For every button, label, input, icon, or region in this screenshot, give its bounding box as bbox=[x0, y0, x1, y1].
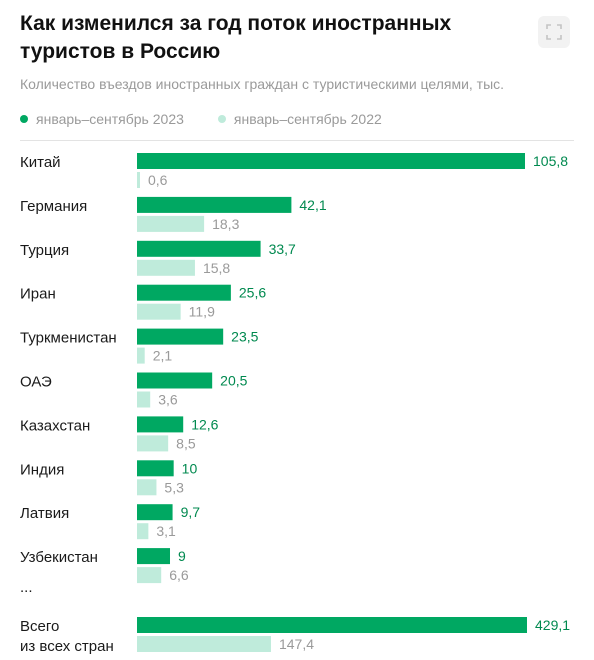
data-label: 42,1 bbox=[299, 197, 326, 213]
expand-button[interactable] bbox=[538, 16, 570, 48]
category-label: Турция bbox=[20, 242, 69, 259]
total-data-label: 429,1 bbox=[535, 617, 570, 633]
data-label: 3,6 bbox=[158, 392, 178, 408]
category-label: Китай bbox=[20, 154, 61, 171]
data-label: 0,6 bbox=[148, 172, 168, 188]
chart-title: Как изменился за год поток иностранных т… bbox=[20, 12, 452, 63]
legend-item-2022: январь–сентябрь 2022 bbox=[217, 111, 382, 127]
legend-dot-2022 bbox=[217, 115, 226, 123]
bar bbox=[137, 460, 174, 477]
data-label: 18,3 bbox=[212, 216, 239, 232]
total-data-label: 147,4 bbox=[279, 636, 314, 652]
bar bbox=[137, 372, 213, 389]
data-label: 105,8 bbox=[533, 153, 568, 169]
bar bbox=[137, 153, 525, 169]
data-label: 11,9 bbox=[189, 304, 215, 320]
data-label: 3,1 bbox=[156, 523, 176, 539]
category-label: Казахстан bbox=[20, 417, 90, 434]
bar bbox=[137, 479, 157, 496]
bar bbox=[137, 567, 162, 584]
data-label: 2,1 bbox=[153, 348, 173, 364]
category-label: ОАЭ bbox=[20, 374, 52, 391]
total-label: из всех стран bbox=[20, 638, 114, 655]
data-label: 23,5 bbox=[231, 329, 258, 345]
chart-legend: январь–сентябрь 2023 январь–сентябрь 202… bbox=[20, 111, 382, 127]
more-countries-ellipsis: ... bbox=[20, 579, 33, 596]
bar bbox=[137, 196, 292, 213]
bar bbox=[137, 548, 171, 565]
bar bbox=[137, 215, 205, 232]
bar bbox=[137, 328, 224, 345]
category-label: Латвия bbox=[20, 505, 69, 522]
bar bbox=[137, 284, 231, 301]
legend-item-2023: январь–сентябрь 2023 bbox=[20, 111, 184, 127]
data-label: 33,7 bbox=[269, 241, 296, 257]
total-bar bbox=[137, 636, 271, 652]
bar bbox=[137, 416, 184, 433]
category-label: Германия bbox=[20, 198, 87, 215]
data-label: 9,7 bbox=[181, 504, 201, 520]
category-label: Иран bbox=[20, 286, 56, 303]
bar bbox=[137, 504, 173, 521]
data-label: 5,3 bbox=[164, 479, 184, 495]
expand-icon bbox=[546, 24, 562, 40]
bar bbox=[137, 303, 181, 320]
bar bbox=[137, 259, 195, 276]
data-label: 15,8 bbox=[203, 260, 230, 276]
bar bbox=[137, 391, 151, 408]
bar bbox=[137, 240, 261, 257]
bar bbox=[137, 435, 169, 452]
data-label: 8,5 bbox=[176, 435, 196, 451]
bar bbox=[137, 523, 149, 540]
data-label: 9 bbox=[178, 548, 186, 564]
legend-dot-2023 bbox=[20, 115, 28, 123]
data-label: 6,6 bbox=[169, 567, 189, 583]
category-label: Туркменистан bbox=[20, 330, 117, 347]
total-label: Всего bbox=[20, 618, 59, 635]
total-bar bbox=[137, 617, 527, 633]
chart-subtitle: Количество въездов иностранных граждан с… bbox=[20, 76, 505, 92]
bar bbox=[137, 347, 145, 364]
legend-label-2022: январь–сентябрь 2022 bbox=[233, 111, 382, 127]
category-label: Узбекистан bbox=[20, 549, 98, 566]
data-label: 20,5 bbox=[220, 373, 247, 389]
data-label: 12,6 bbox=[191, 416, 218, 432]
legend-label-2023: январь–сентябрь 2023 bbox=[36, 111, 184, 127]
category-label: Индия bbox=[20, 461, 64, 478]
data-label: 25,6 bbox=[239, 285, 266, 301]
bar bbox=[137, 172, 140, 188]
header-divider bbox=[20, 140, 574, 141]
data-label: 10 bbox=[182, 460, 198, 476]
